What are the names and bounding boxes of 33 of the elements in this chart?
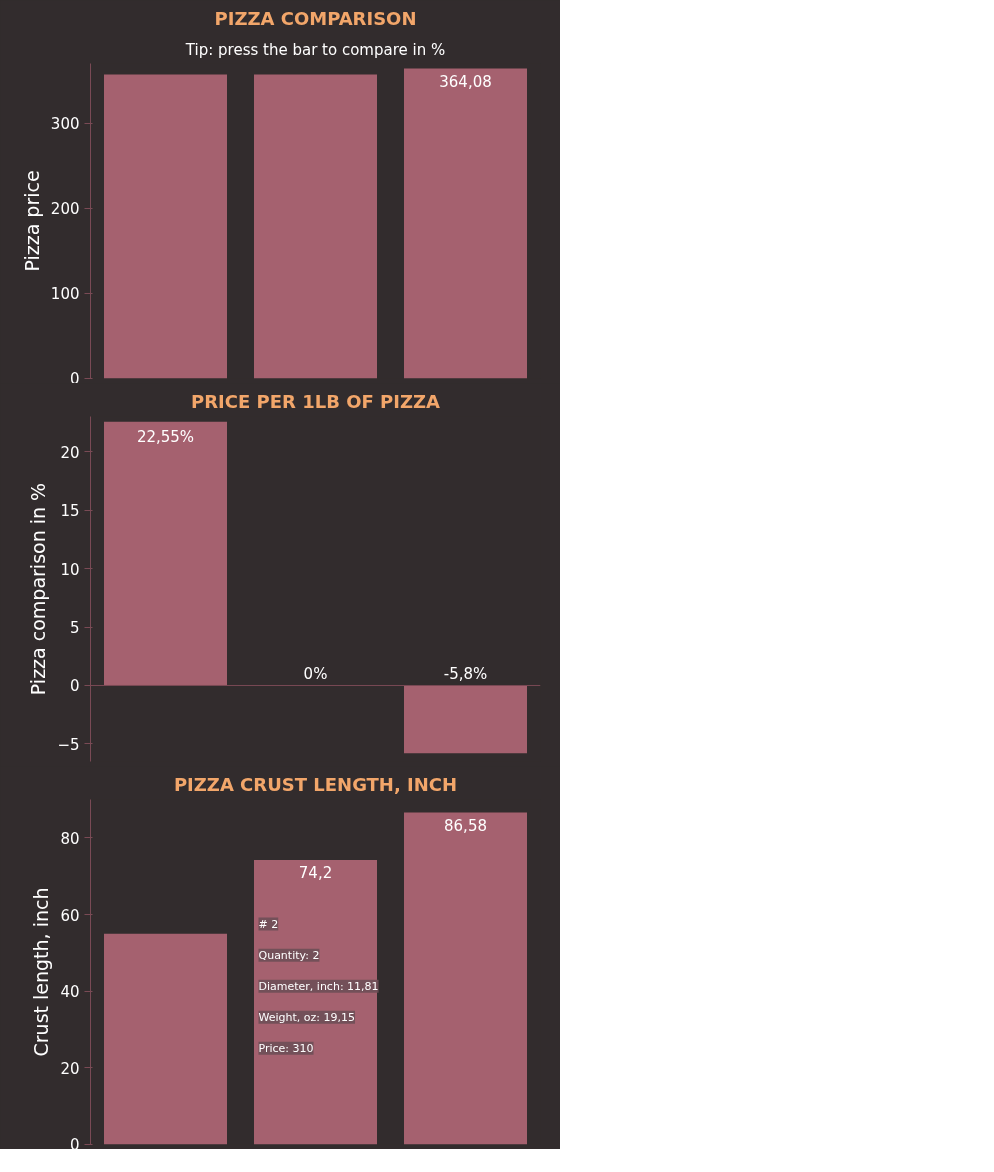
annotation: Quantity: 2 bbox=[258, 948, 320, 962]
chart-title: PIZZA COMPARISON bbox=[214, 7, 417, 29]
y-axis-title: Pizza comparison in % bbox=[27, 482, 50, 696]
y-tick-label: 100 bbox=[50, 285, 80, 304]
text: 86,58 bbox=[444, 816, 487, 835]
text: 74,2 bbox=[298, 864, 333, 883]
y-tick-label: 0 bbox=[69, 369, 80, 388]
y-tick-label: 10 bbox=[60, 560, 80, 579]
text: 22,55% bbox=[136, 427, 195, 446]
annotation: # 2 bbox=[258, 917, 279, 931]
y-tick-label: 60 bbox=[60, 906, 80, 925]
y-tick-label: 5 bbox=[69, 619, 80, 638]
text: 364,08 bbox=[439, 72, 492, 91]
y-tick-label: 40 bbox=[60, 983, 80, 1002]
annotation: Weight, oz: 19,15 bbox=[258, 1010, 356, 1024]
y-tick-label: 0 bbox=[69, 677, 80, 696]
text: 0% bbox=[303, 665, 328, 684]
y-tick-label: 20 bbox=[60, 443, 80, 462]
y-tick-label: 20 bbox=[60, 1059, 80, 1078]
y-axis-title: Pizza price bbox=[20, 170, 43, 272]
y-tick-label: 0 bbox=[69, 1135, 80, 1154]
chart-title: PIZZA CRUST LENGTH, INCH bbox=[173, 773, 458, 795]
chart-title: PRICE PER 1LB OF PIZZA bbox=[191, 390, 441, 412]
y-axis-title: Crust length, inch bbox=[30, 887, 53, 1057]
text: -5,8% bbox=[443, 665, 488, 684]
y-tick-label: 80 bbox=[60, 829, 80, 848]
annotation: Diameter, inch: 11,81 bbox=[258, 979, 379, 993]
chart-subtitle: Tip: press the bar to compare in % bbox=[184, 40, 446, 59]
y-tick-label: 300 bbox=[50, 115, 80, 134]
y-tick-label: −5 bbox=[57, 735, 80, 754]
y-tick-label: 200 bbox=[50, 200, 80, 219]
annotation: Price: 310 bbox=[258, 1041, 314, 1055]
y-tick-label: 15 bbox=[60, 502, 80, 521]
